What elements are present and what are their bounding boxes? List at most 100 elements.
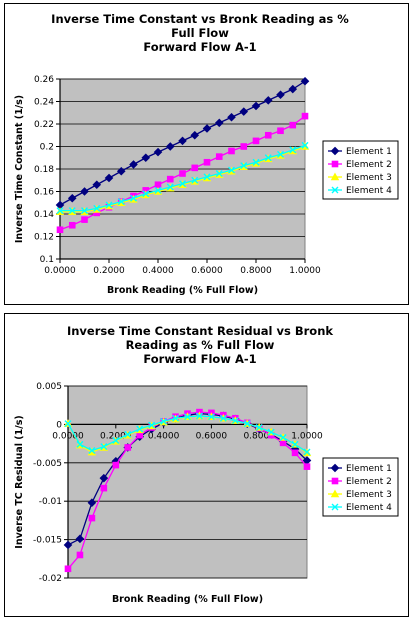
x-tick-label: 0.0000 (52, 431, 84, 441)
data-point (75, 534, 85, 544)
data-point (190, 130, 200, 140)
y-tick-label: -0.01 (39, 497, 62, 507)
data-point (191, 164, 199, 172)
data-point (124, 444, 132, 451)
data-point (88, 514, 96, 522)
legend-marker (331, 503, 339, 511)
y-tick-label: -0.005 (33, 459, 62, 469)
y-tick-label: 0.005 (36, 382, 62, 392)
legend-label: Element 1 (346, 147, 392, 157)
x-axis-label: Bronk Reading (% Full Flow) (107, 285, 258, 296)
data-point (129, 160, 138, 169)
x-tick-label: 0.4000 (142, 266, 174, 276)
series-element-1 (55, 76, 310, 210)
legend-label: Element 3 (346, 490, 392, 500)
data-point (252, 158, 260, 166)
data-point (165, 142, 175, 151)
data-point (263, 96, 273, 105)
data-point (154, 186, 162, 194)
legend-label: Element 2 (346, 160, 392, 170)
data-point (67, 193, 77, 203)
data-point (172, 414, 180, 422)
data-point (239, 107, 249, 116)
data-point (179, 170, 186, 177)
data-point (100, 484, 108, 492)
data-point (289, 146, 297, 154)
data-point (160, 417, 168, 425)
data-point (251, 101, 261, 111)
data-point (105, 201, 113, 209)
chart-title-line: Inverse Time Constant Residual vs Bronk (67, 324, 333, 338)
data-point (202, 124, 212, 133)
data-point (116, 166, 126, 176)
y-tick-label: 0.18 (34, 165, 54, 175)
legend-label: Element 1 (346, 464, 392, 474)
data-point (87, 498, 97, 508)
legend-marker (330, 172, 340, 181)
data-point (289, 121, 297, 129)
y-tick-label: 0.24 (34, 98, 54, 108)
data-point (195, 412, 203, 420)
x-tick-label: 0.4000 (148, 431, 180, 441)
data-point (63, 540, 73, 550)
data-point (88, 447, 96, 455)
y-tick-label: 0 (56, 420, 62, 430)
data-point (100, 443, 108, 451)
data-point (219, 414, 227, 422)
data-point (255, 423, 263, 431)
y-tick-label: 0.22 (34, 120, 54, 130)
data-point (179, 180, 186, 188)
data-point (301, 141, 309, 149)
data-point (252, 137, 260, 145)
data-point (104, 173, 114, 183)
legend-marker (330, 489, 340, 498)
x-tick-label: 0.6000 (196, 431, 228, 441)
data-point (288, 84, 298, 94)
data-point (227, 112, 236, 122)
data-point (207, 413, 215, 421)
data-point (166, 175, 174, 183)
x-tick-label: 0.8000 (240, 266, 272, 276)
data-point (231, 417, 239, 425)
data-point (112, 461, 120, 469)
data-point (279, 433, 287, 441)
y-tick-label: -0.02 (39, 574, 62, 584)
x-tick-label: 1.0000 (291, 431, 323, 441)
data-point (215, 153, 223, 160)
data-point (136, 425, 144, 433)
data-point (68, 207, 76, 215)
data-point (166, 183, 174, 191)
data-point (240, 162, 248, 170)
chart-title-line: Inverse Time Constant vs Bronk Reading a… (51, 12, 349, 26)
x-tick-label: 1.0000 (289, 266, 321, 276)
data-point (191, 176, 199, 184)
x-tick-label: 0.8000 (243, 431, 275, 441)
x-axis-label: Bronk Reading (% Full Flow) (112, 594, 263, 605)
data-point (303, 463, 311, 470)
data-point (228, 147, 235, 155)
data-point (276, 90, 285, 100)
chart-inverse-tc-residual: Inverse Time Constant Residual vs BronkR… (14, 324, 399, 605)
data-point (64, 420, 72, 428)
y-tick-label: 0.14 (34, 210, 54, 220)
x-tick-label: 0.0000 (44, 266, 76, 276)
y-tick-label: 0.16 (34, 188, 54, 198)
data-point (203, 158, 211, 166)
data-point (228, 166, 235, 174)
legend-marker (330, 146, 340, 156)
data-point (301, 112, 309, 120)
x-tick-label: 0.6000 (191, 266, 223, 276)
data-point (56, 226, 64, 234)
data-point (264, 131, 272, 139)
data-point (68, 221, 76, 229)
data-point (56, 207, 64, 215)
data-point (154, 181, 162, 189)
chart-title-line: Reading as % Full Flow (126, 338, 275, 352)
data-point (279, 439, 287, 447)
legend-marker (331, 477, 339, 485)
chart-title-line: Forward Flow A-1 (143, 40, 256, 54)
chart-inverse-time-constant: Inverse Time Constant vs Bronk Reading a… (14, 12, 399, 296)
data-point (112, 437, 120, 445)
legend-label: Element 4 (346, 503, 392, 513)
data-point (117, 198, 125, 206)
